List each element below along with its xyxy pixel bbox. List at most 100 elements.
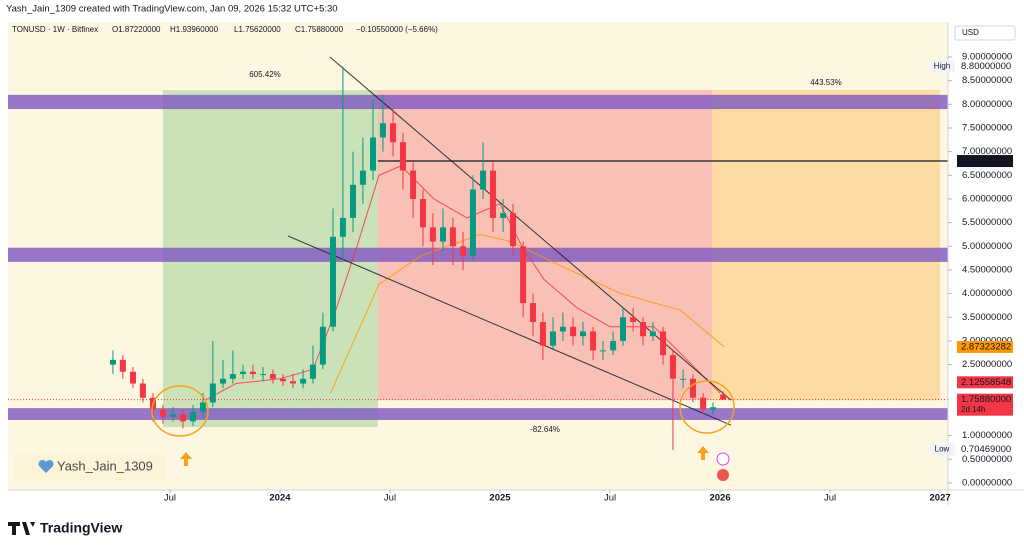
y-tick-label: 0.00000000 [962,477,1012,488]
candle-body [289,381,296,384]
level-band [8,408,948,420]
candle-body [139,383,146,398]
x-tick-label: 2027 [930,493,951,504]
price-tag-badge [930,443,955,456]
x-tick-label: Jul [604,493,616,504]
candle-body [359,170,366,185]
y-tick-label: 5.50000000 [962,217,1012,228]
candle-body [170,414,177,417]
candle-body [539,322,546,346]
x-tick-label: 2026 [709,493,730,504]
price-tag-label: 6.80193585 [961,156,1011,167]
y-tick-label: 7.00000000 [962,146,1012,157]
candle-body [590,331,597,351]
price-axis [948,22,1024,490]
candle-body [379,123,386,138]
candle-body [370,137,377,171]
y-tick-label: 4.50000000 [962,264,1012,275]
arrow-icon [697,446,709,460]
candle-body [339,217,346,237]
measure-label: 443.53% [810,78,842,87]
ohlc-value: C1.75880000 [295,25,344,34]
zone [712,90,941,401]
watermark: Yash_Jain_1309 [57,458,153,473]
author-line: Yash_Jain_1309 created with TradingView.… [6,4,338,15]
x-tick-label: Jul [384,493,396,504]
y-tick-label: 6.50000000 [962,170,1012,181]
highlight-circle [151,385,209,437]
plot [8,56,948,450]
candle-body [319,326,326,365]
measure-label: 605.42% [249,70,281,79]
candle-body [530,303,537,323]
candle-body [599,350,606,352]
heart-icon [38,459,54,473]
price-tag-label: 8.80000000 [961,61,1011,72]
x-tick-label: Jul [164,493,176,504]
candle-body [399,142,406,171]
candle-body [579,331,586,337]
candle-body [480,170,487,190]
candle-body [559,326,566,332]
price-tag [957,443,1013,456]
candle-body [209,383,216,403]
logo: TradingView [40,520,122,536]
candle-body [119,359,126,372]
watermark-box [14,454,166,481]
candle-body [179,414,186,422]
price-tag [957,155,1013,168]
y-tick-label: 9.00000000 [962,52,1012,63]
overlay-line [287,235,732,426]
candle-body [700,397,707,410]
candle-body [109,359,116,365]
level-band [8,94,948,110]
candle-body [129,371,136,384]
price-tag-countdown: 2d 14h [961,405,985,414]
candle-body [240,371,246,375]
y-tick-label: 0.50000000 [962,454,1012,465]
candle-body [429,227,436,242]
candle-body [520,246,527,304]
candle-body [509,213,516,247]
candle-body [159,409,166,417]
price-tag-label: 2.12558548 [961,377,1011,388]
x-tick-label: Jul [824,493,836,504]
candle-body [649,331,656,337]
candle-body [710,407,716,410]
symbol: TONUSD · 1W · Bitfinex [12,25,98,34]
y-tick-label: 7.50000000 [962,123,1012,134]
candle-body [269,374,276,379]
y-tick-label: 8.00000000 [962,99,1012,110]
candle-body [680,378,687,380]
y-tick-label: 3.50000000 [962,312,1012,323]
ohlc-value: −0.10550000 (−5.66%) [356,25,438,34]
candle-body [449,227,456,247]
price-tag-badge [930,60,955,73]
candle-body [260,374,267,376]
price-tag [957,60,1013,73]
candle-body [280,378,287,382]
candle-body [610,340,617,351]
y-tick-label: 6.00000000 [962,193,1012,204]
x-tick-label: 2025 [489,493,511,504]
candle-body [229,374,236,379]
candle-body [410,170,417,199]
level-band [8,247,948,262]
candle-body [669,355,676,379]
candle-body [469,189,476,256]
candle-body [199,402,206,412]
candle-body [660,331,667,356]
measure-label: -82.64% [530,425,560,434]
x-tick-label: 2024 [269,493,291,504]
ohlc-value: L1.75620000 [234,25,281,34]
axes: 0.00000000 0.50000000 1.00000000 2.50000000… [164,52,1013,504]
candle-body [570,326,577,337]
currency-box[interactable] [954,25,1016,41]
event-icon[interactable] [717,469,729,481]
event-icon[interactable] [716,452,730,466]
highlight-circle [679,380,735,434]
candle-body [689,378,696,398]
logo-icon [8,522,35,535]
candle-body [309,364,316,379]
